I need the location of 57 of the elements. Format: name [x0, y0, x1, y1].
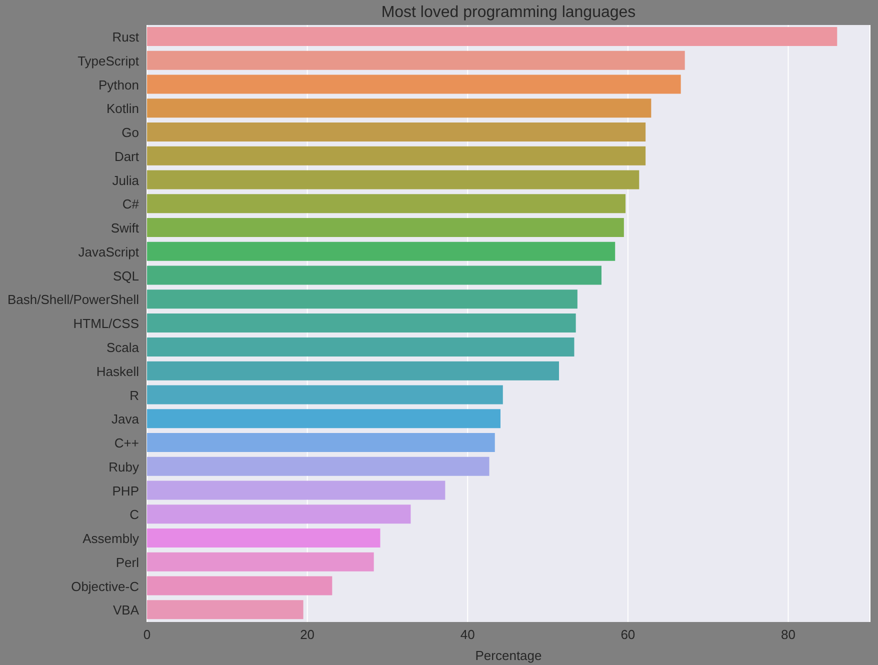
- y-tick-label: Ruby: [108, 459, 140, 474]
- y-tick-label: SQL: [112, 268, 139, 284]
- x-tick-label: 0: [143, 627, 151, 642]
- bar: [147, 504, 411, 524]
- y-tick-label: C++: [114, 436, 139, 451]
- bar: [147, 74, 681, 94]
- x-tick-label: 60: [620, 627, 636, 642]
- y-tick-label: Assembly: [82, 531, 140, 546]
- x-tick-label: 80: [781, 627, 796, 642]
- bar: [147, 337, 574, 356]
- y-tick-label: Java: [112, 412, 140, 427]
- bar: [147, 170, 640, 190]
- bar: [147, 600, 304, 620]
- bar: [147, 409, 500, 428]
- bar: [147, 98, 652, 118]
- bar: [147, 432, 495, 452]
- bar: [147, 361, 559, 380]
- bar: [147, 480, 446, 500]
- bar: [147, 146, 646, 166]
- y-tick-label: HTML/CSS: [73, 316, 140, 332]
- y-tick-label: R: [130, 388, 139, 403]
- y-tick-label: Bash/Shell/PowerShell: [7, 292, 140, 308]
- bar: [147, 290, 578, 309]
- bar: [147, 385, 503, 404]
- bar: [147, 576, 332, 596]
- bar: [147, 242, 616, 261]
- bar: [147, 50, 685, 70]
- y-tick-label: Objective-C: [71, 578, 139, 594]
- y-tick-label: Julia: [112, 172, 140, 188]
- bar: [147, 528, 380, 548]
- y-tick-label: Perl: [116, 554, 140, 570]
- bar: [147, 218, 624, 238]
- y-tick-label: Dart: [114, 148, 140, 164]
- y-tick-label: Swift: [110, 220, 140, 236]
- y-tick-label: Haskell: [96, 364, 140, 379]
- bar: [147, 552, 374, 572]
- bar: [147, 27, 838, 46]
- y-tick-label: VBA: [112, 602, 140, 618]
- bar: [147, 456, 490, 476]
- y-tick-label: Scala: [106, 340, 140, 355]
- x-axis-title: Percentage: [475, 648, 542, 663]
- y-tick-label: Python: [98, 77, 139, 92]
- bar: [147, 314, 576, 333]
- x-tick-label: 40: [460, 627, 475, 642]
- y-tick-label: PHP: [112, 483, 139, 498]
- y-tick-label: Rust: [112, 30, 140, 45]
- bar: [147, 266, 602, 285]
- y-tick-label: JavaScript: [78, 244, 140, 260]
- x-tick-label: 20: [300, 627, 315, 642]
- y-tick-label: C#: [122, 196, 140, 212]
- bar: [147, 194, 626, 214]
- bar: [147, 122, 646, 142]
- y-tick-label: Go: [122, 125, 139, 140]
- chart-title: Most loved programming languages: [380, 4, 637, 22]
- y-tick-label: C: [130, 507, 139, 522]
- y-tick-label: TypeScript: [78, 53, 140, 68]
- y-tick-label: Kotlin: [106, 101, 139, 116]
